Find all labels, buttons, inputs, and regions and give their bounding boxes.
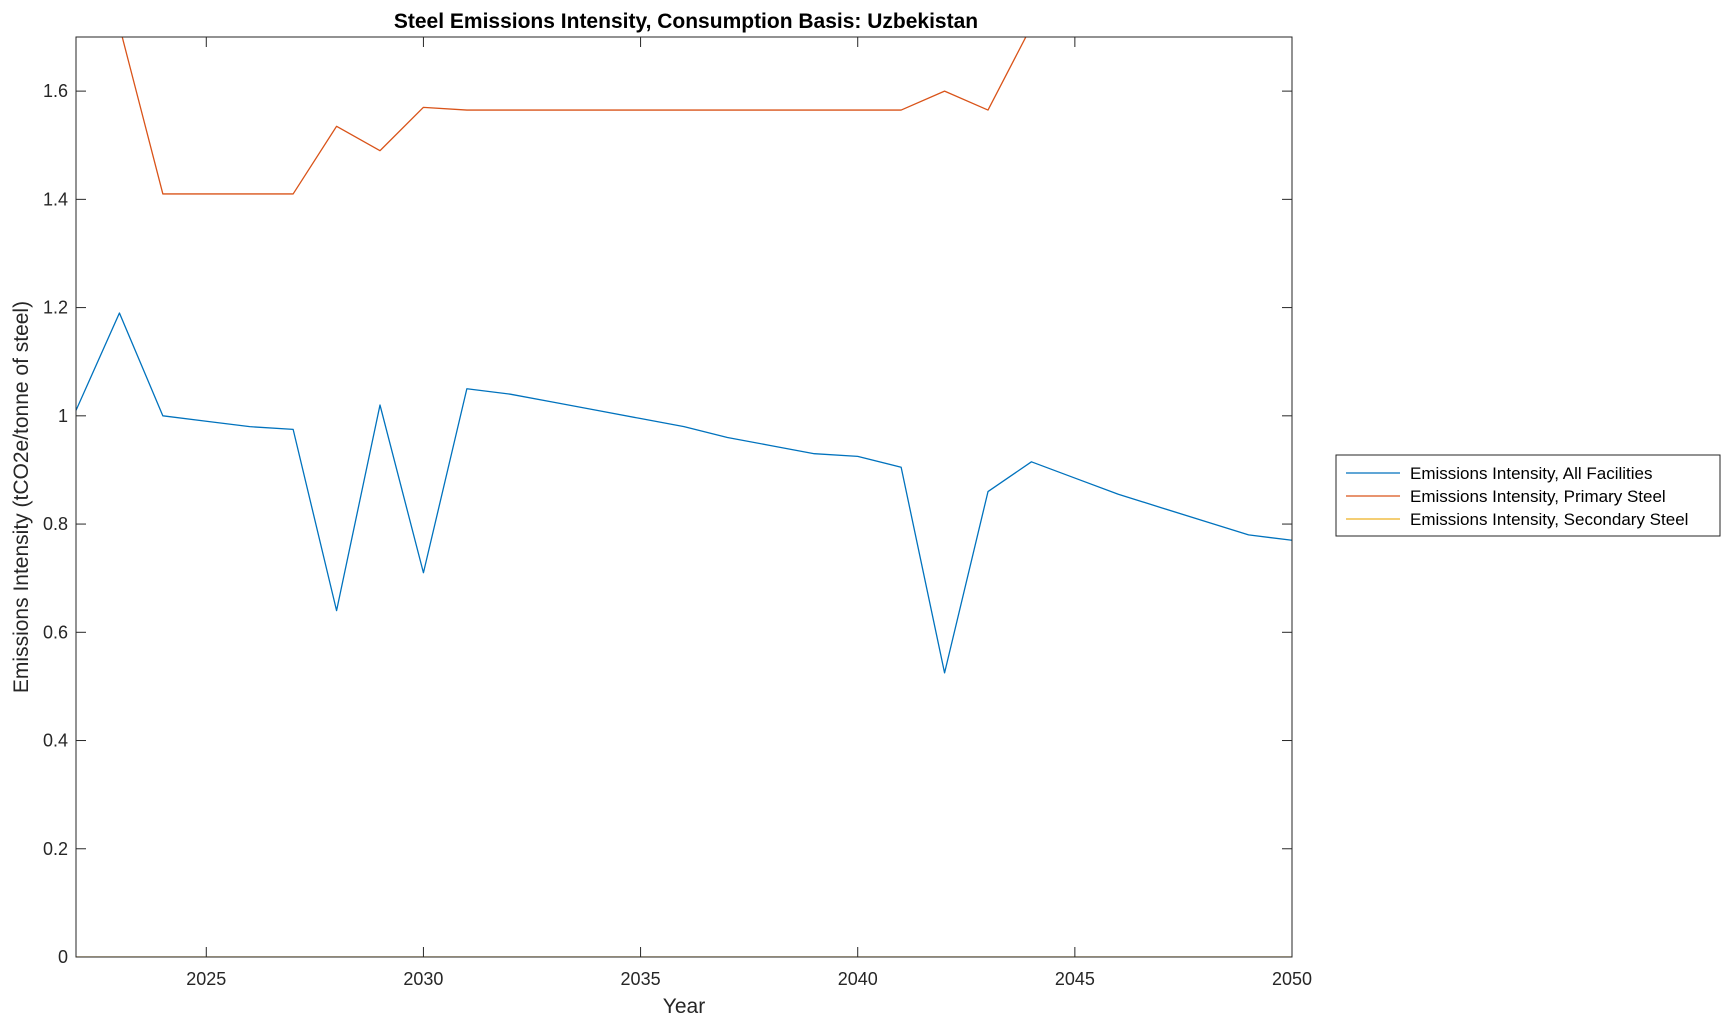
x-axis-label: Year (663, 995, 705, 1018)
series-layer (76, 37, 1292, 957)
x-tick-label: 2035 (621, 969, 661, 989)
y-tick-label: 0.4 (43, 731, 68, 751)
legend-label-secondary-steel: Emissions Intensity, Secondary Steel (1410, 510, 1688, 529)
y-tick-label: 0.6 (43, 622, 68, 642)
legend-label-all-facilities: Emissions Intensity, All Facilities (1410, 464, 1652, 483)
y-tick-label: 0.8 (43, 514, 68, 534)
series-line-emissions-intensity-all-facilities (76, 312, 1292, 674)
x-tick-label: 2040 (838, 969, 878, 989)
y-axis-label: Emissions Intensity (tCO2e/tonne of stee… (10, 301, 33, 693)
series-line-emissions-intensity-primary-steel (121, 37, 1027, 195)
axes-box (75, 36, 1293, 958)
legend: Emissions Intensity, All Facilities Emis… (1335, 454, 1721, 537)
y-tick-label: 1.4 (43, 189, 68, 209)
y-tick-label: 1 (58, 406, 68, 426)
y-tick-label: 1.2 (43, 298, 68, 318)
y-tick-label: 0.2 (43, 839, 68, 859)
x-tick-label: 2030 (403, 969, 443, 989)
legend-label-primary-steel: Emissions Intensity, Primary Steel (1410, 487, 1666, 506)
plot-area (76, 37, 1292, 957)
axes-layer: 2025 2030 2035 2040 2045 2050 0 0.2 0.4 0.6 0.8 1 1.… (43, 36, 1312, 989)
y-tick-label: 1.6 (43, 81, 68, 101)
x-tick-label: 2025 (186, 969, 226, 989)
y-tick-label: 0 (58, 947, 68, 967)
x-tick-label: 2045 (1055, 969, 1095, 989)
x-tick-label: 2050 (1272, 969, 1312, 989)
chart-title: Steel Emissions Intensity, Consumption B… (394, 10, 978, 33)
